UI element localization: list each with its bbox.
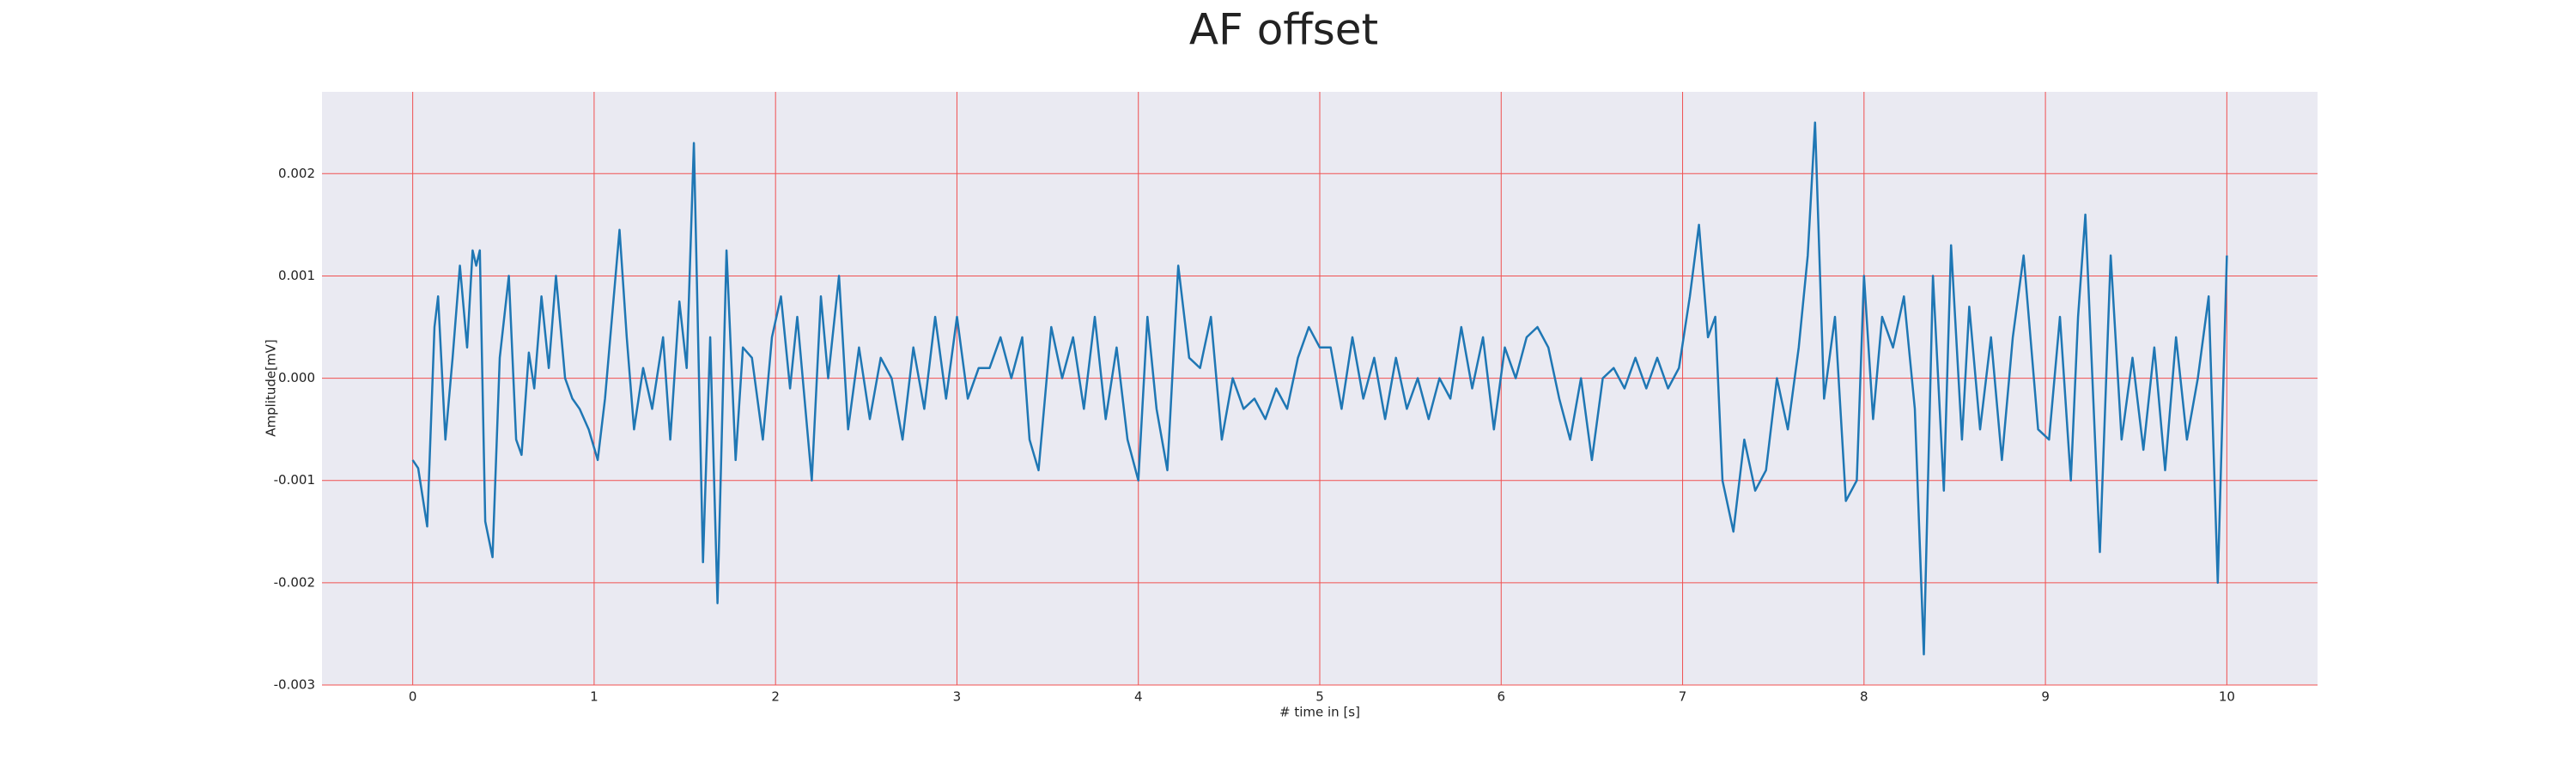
x-tick-label: 1 [590, 689, 598, 705]
y-tick-label: 0.000 [278, 370, 315, 385]
x-tick-label: 9 [2041, 689, 2050, 705]
x-tick-label: 7 [1679, 689, 1687, 705]
y-tick-label: 0.001 [278, 268, 315, 283]
x-tick-label: 0 [409, 689, 417, 705]
y-tick-label: -0.001 [274, 472, 315, 488]
x-tick-label: 5 [1315, 689, 1324, 705]
x-axis-label: # time in [s] [1279, 705, 1360, 720]
x-tick-label: 4 [1134, 689, 1143, 705]
y-axis-label: Amplitude[mV] [264, 339, 279, 436]
x-tick-label: 10 [2219, 689, 2235, 705]
x-tick-label: 6 [1497, 689, 1505, 705]
x-tick-label: 3 [953, 689, 962, 705]
y-tick-label: 0.002 [278, 166, 315, 181]
y-tick-label: -0.003 [274, 677, 315, 693]
x-tick-label: 2 [771, 689, 780, 705]
y-tick-label: -0.002 [274, 574, 315, 590]
series-line [411, 121, 2228, 656]
chart-title: AF offset [1189, 5, 1378, 55]
x-tick-label: 8 [1860, 689, 1868, 705]
